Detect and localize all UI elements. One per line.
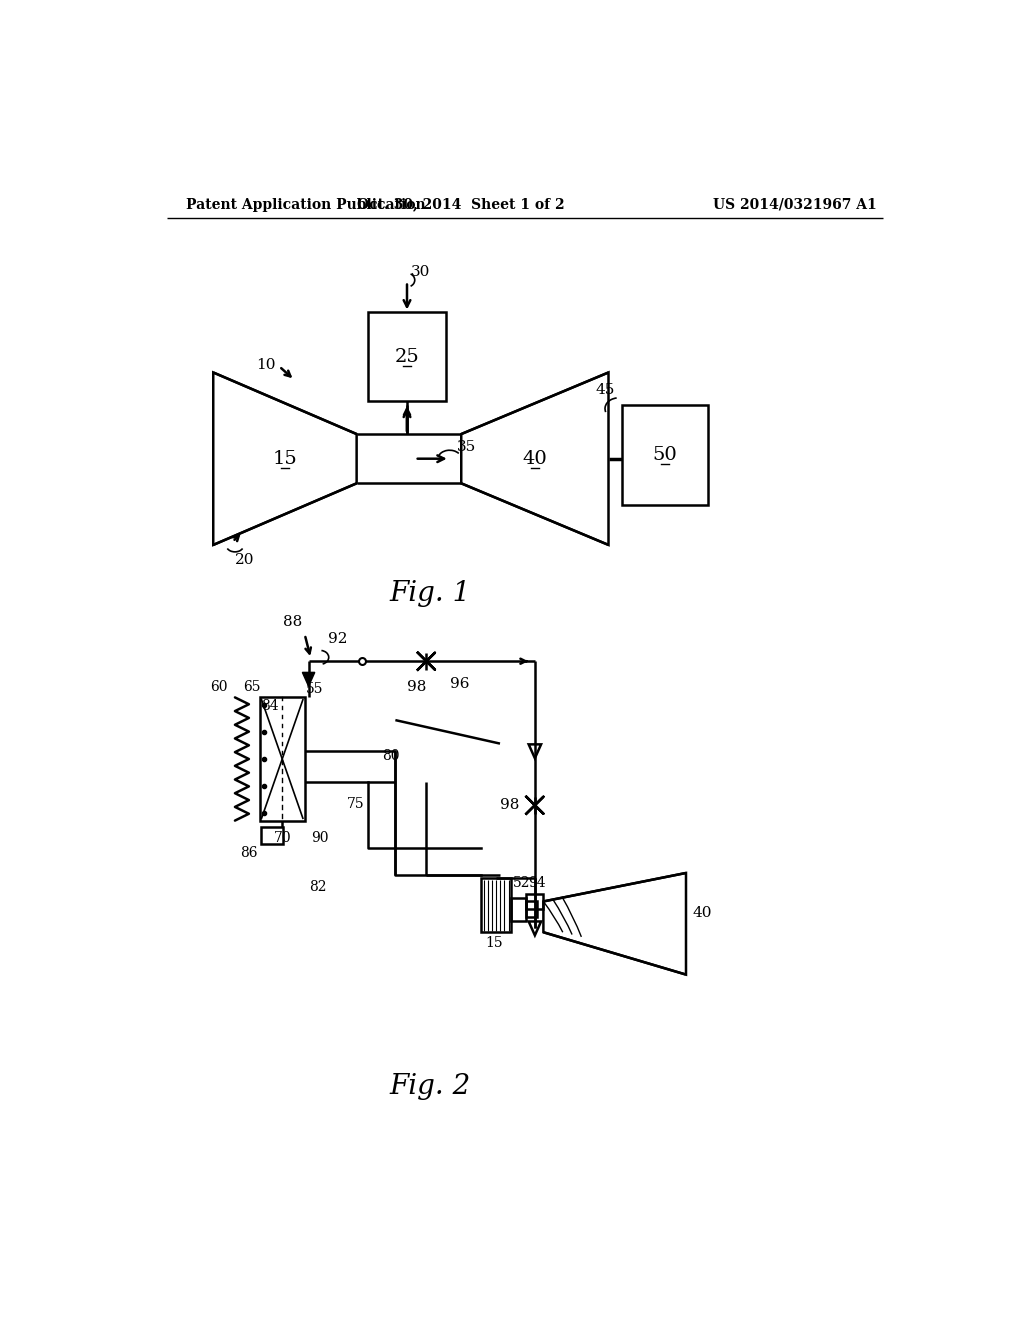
Bar [511, 898, 526, 921]
Text: 70: 70 [273, 830, 291, 845]
Text: Fig. 2: Fig. 2 [389, 1073, 471, 1100]
Text: 10: 10 [256, 358, 275, 372]
Text: 55: 55 [306, 682, 324, 696]
Text: 90: 90 [311, 830, 329, 845]
Text: 92: 92 [328, 632, 347, 645]
Text: 25: 25 [394, 347, 420, 366]
Text: US 2014/0321967 A1: US 2014/0321967 A1 [713, 198, 877, 211]
Text: Oct. 30, 2014  Sheet 1 of 2: Oct. 30, 2014 Sheet 1 of 2 [357, 198, 565, 211]
Text: 35: 35 [458, 440, 476, 454]
Polygon shape [528, 744, 541, 758]
Text: 60: 60 [210, 680, 227, 693]
Text: 40: 40 [522, 450, 547, 467]
Text: 86: 86 [240, 846, 257, 861]
Text: 88: 88 [283, 615, 302, 628]
Text: 50: 50 [652, 446, 678, 463]
Bar [481, 878, 511, 932]
Text: 45: 45 [595, 383, 614, 397]
Text: 20: 20 [234, 553, 254, 568]
Text: 80: 80 [382, 748, 399, 763]
Text: 94: 94 [528, 876, 546, 890]
Text: 84: 84 [261, 700, 279, 713]
Bar [261, 826, 283, 843]
Text: 40: 40 [692, 906, 712, 920]
Bar [526, 902, 537, 917]
Polygon shape [302, 672, 314, 686]
Polygon shape [528, 921, 541, 936]
Text: 82: 82 [309, 879, 327, 894]
Text: 98: 98 [408, 681, 427, 694]
Text: 96: 96 [450, 677, 469, 690]
Bar [623, 405, 708, 506]
Text: 52: 52 [512, 876, 529, 890]
Text: Patent Application Publication: Patent Application Publication [186, 198, 426, 211]
Text: 15: 15 [272, 450, 297, 467]
Text: Fig. 1: Fig. 1 [389, 579, 471, 607]
Text: 65: 65 [243, 680, 260, 693]
Bar [369, 313, 445, 401]
Bar [526, 894, 544, 909]
Text: 30: 30 [411, 265, 430, 280]
Text: 98: 98 [500, 799, 519, 812]
Text: 75: 75 [347, 797, 365, 812]
Text: 15: 15 [485, 936, 503, 950]
Bar [260, 697, 305, 821]
